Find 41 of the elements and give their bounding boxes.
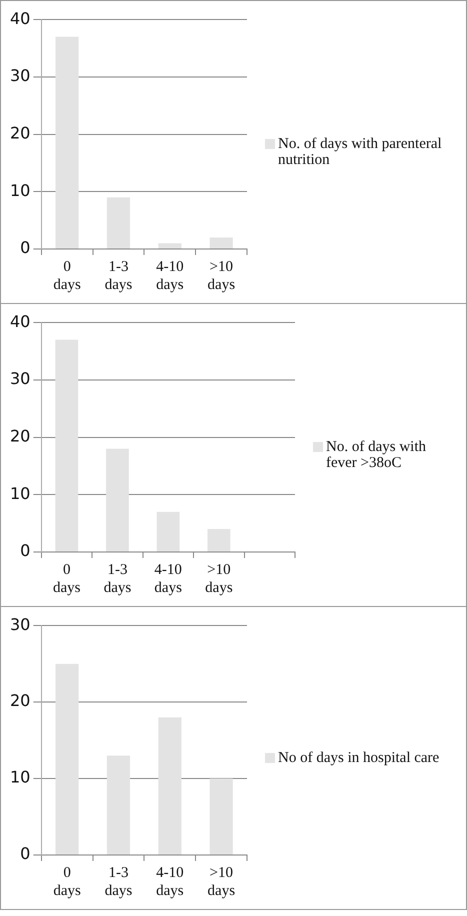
y-tick-label: 0 <box>20 541 30 560</box>
y-tick-label: 30 <box>10 66 30 86</box>
y-tick-label: 0 <box>20 844 30 864</box>
y-tick-label: 10 <box>10 768 30 787</box>
y-tick-label: 0 <box>20 238 30 258</box>
y-tick-label: 20 <box>10 123 30 142</box>
x-tick-label: 0 days <box>53 258 81 293</box>
y-tick-label: 20 <box>10 426 30 446</box>
y-tick-label: 40 <box>10 8 30 28</box>
bar <box>55 664 79 854</box>
y-tick-label: 30 <box>10 614 30 634</box>
bar <box>55 340 78 552</box>
bar <box>158 717 182 854</box>
y-tick-label: 30 <box>10 369 30 388</box>
legend-label: No. of days with parenteral nutrition <box>278 136 443 168</box>
y-tick-label: 40 <box>10 312 30 331</box>
bar <box>106 197 130 248</box>
y-tick-label: 20 <box>10 691 30 710</box>
x-tick-label: 0 days <box>53 864 81 899</box>
bar <box>156 512 180 552</box>
bar <box>106 756 130 854</box>
bar <box>207 529 230 552</box>
y-tick-label: 10 <box>10 180 30 200</box>
bar <box>55 36 79 248</box>
bar <box>158 243 182 248</box>
x-tick-label: 1-3 days <box>104 864 132 899</box>
x-tick-label: 4-10 days <box>156 258 184 293</box>
x-tick-label: 4-10 days <box>154 562 182 596</box>
bar <box>210 238 233 248</box>
y-tick-label: 10 <box>10 484 30 503</box>
legend-label: No. of days with fever >38oC <box>326 439 427 471</box>
x-tick-label: 1-3 days <box>104 258 132 293</box>
x-tick-label: >10 days <box>205 562 233 596</box>
legend-label: No of days in hospital care <box>278 750 440 766</box>
bar <box>106 448 129 552</box>
x-tick-label: >10 days <box>208 864 236 899</box>
x-tick-label: >10 days <box>208 258 236 293</box>
x-tick-label: 1-3 days <box>104 562 132 596</box>
bar <box>210 778 233 854</box>
x-tick-label: 4-10 days <box>156 864 184 899</box>
x-tick-label: 0 days <box>52 562 81 596</box>
